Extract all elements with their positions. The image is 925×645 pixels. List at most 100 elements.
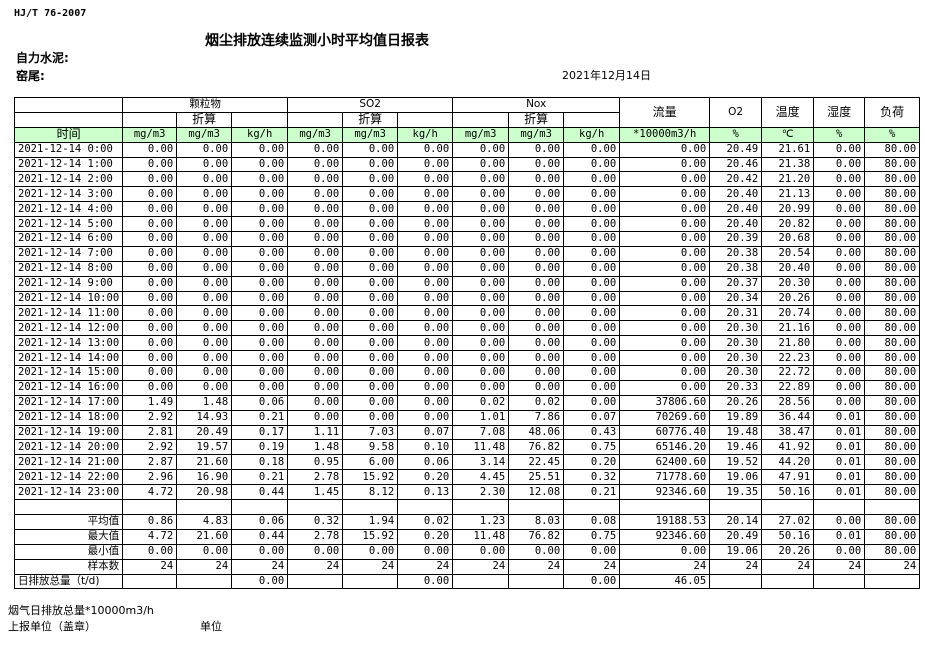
- value-cell: 0.00: [619, 141, 711, 158]
- blank-cell: [122, 111, 178, 128]
- value-cell: 0.00: [342, 409, 399, 426]
- humidity-header: 湿度: [813, 97, 866, 128]
- value-cell: 22.45: [508, 454, 565, 471]
- particulate-header: 颗粒物: [122, 97, 289, 113]
- value-cell: 0.00: [176, 320, 233, 337]
- row-label: 2021-12-14 8:00: [13, 260, 124, 277]
- value-cell: 0.00: [287, 379, 344, 396]
- value-cell: 0.00: [508, 171, 565, 188]
- value-cell: 80.00: [864, 528, 921, 545]
- value-cell: 0.00: [813, 320, 866, 337]
- table-row: 2021-12-14 22:00 2.96 16.90 0.21 2.78 15.92 0.…: [13, 469, 921, 486]
- value-cell: 0.00: [342, 379, 399, 396]
- value-cell: 0.00: [452, 320, 510, 337]
- value-cell: 0.01: [813, 528, 866, 545]
- value-cell: 0.00: [342, 350, 399, 367]
- row-label: 2021-12-14 13:00: [13, 335, 124, 352]
- value-cell: 0.75: [563, 439, 621, 456]
- value-cell: 0.00: [813, 394, 866, 411]
- unit-cell: mg/m3: [342, 126, 399, 143]
- value-cell: 2.92: [122, 439, 178, 456]
- value-cell: 80.00: [864, 186, 921, 203]
- table-row: 2021-12-14 2:00 0.00 0.00 0.00 0.00 0.00 0.00 0…: [13, 171, 921, 188]
- value-cell: 20.30: [709, 335, 763, 352]
- blank-cell: [176, 499, 233, 515]
- value-cell: 0.00: [452, 201, 510, 218]
- value-cell: 15.92: [342, 469, 399, 486]
- value-cell: 22.23: [761, 350, 815, 367]
- blank-cell: [397, 499, 454, 515]
- value-cell: 0.00: [122, 231, 178, 247]
- value-cell: 41.92: [761, 439, 815, 456]
- value-cell: 0.00: [508, 186, 565, 203]
- value-cell: 0.00: [287, 394, 344, 411]
- value-cell: 20.46: [709, 156, 763, 173]
- value-cell: 0.00: [231, 201, 289, 218]
- value-cell: 0.00: [563, 156, 621, 173]
- value-cell: 0.00: [397, 290, 454, 307]
- table-row: 2021-12-14 9:00 0.00 0.00 0.00 0.00 0.00 0.00 0…: [13, 275, 921, 292]
- stats-row: 最小值 0.00 0.00 0.00 0.00 0.00 0.00 0.00 0.00 0.00 0…: [13, 543, 921, 560]
- table-row: 2021-12-14 1:00 0.00 0.00 0.00 0.00 0.00 0.00 0…: [13, 156, 921, 173]
- value-cell: 20.33: [709, 379, 763, 396]
- value-cell: 0.00: [813, 350, 866, 367]
- value-cell: 62400.60: [619, 454, 711, 471]
- value-cell: [813, 573, 866, 590]
- value-cell: 0.00: [176, 245, 233, 262]
- value-cell: 0.00: [342, 156, 399, 173]
- value-cell: 0.32: [563, 469, 621, 486]
- value-cell: 0.00: [813, 231, 866, 247]
- value-cell: 80.00: [864, 394, 921, 411]
- blank-cell: [287, 111, 344, 128]
- value-cell: 20.26: [709, 394, 763, 411]
- so2-header: SO2: [287, 97, 454, 113]
- value-cell: 24: [619, 558, 711, 575]
- table-row: 2021-12-14 21:00 2.87 21.60 0.18 0.95 6.00 0.0…: [13, 454, 921, 471]
- row-label: 最大值: [13, 528, 124, 545]
- value-cell: 0.00: [452, 305, 510, 322]
- value-cell: 0.00: [397, 350, 454, 367]
- value-cell: 0.00: [397, 409, 454, 426]
- value-cell: 4.83: [176, 513, 233, 530]
- value-cell: 20.26: [761, 290, 815, 307]
- value-cell: 0.00: [619, 365, 711, 381]
- value-cell: 21.38: [761, 156, 815, 173]
- value-cell: 21.80: [761, 335, 815, 352]
- value-cell: 0.00: [122, 543, 178, 560]
- value-cell: 20.49: [709, 528, 763, 545]
- value-cell: 0.00: [563, 365, 621, 381]
- table-row: 2021-12-14 4:00 0.00 0.00 0.00 0.00 0.00 0.00 0…: [13, 201, 921, 218]
- row-label: 样本数: [13, 558, 124, 575]
- value-cell: 0.00: [287, 275, 344, 292]
- value-cell: 0.00: [231, 573, 289, 590]
- value-cell: 20.31: [709, 305, 763, 322]
- blank-cell: [287, 499, 344, 515]
- value-cell: 24: [761, 558, 815, 575]
- value-cell: 0.00: [452, 186, 510, 203]
- value-cell: 21.60: [176, 454, 233, 471]
- value-cell: 0.00: [122, 141, 178, 158]
- value-cell: 2.81: [122, 424, 178, 441]
- row-label: 2021-12-14 17:00: [13, 394, 124, 411]
- value-cell: 1.49: [122, 394, 178, 411]
- value-cell: 76.82: [508, 439, 565, 456]
- value-cell: 0.75: [563, 528, 621, 545]
- blank-cell: [508, 499, 565, 515]
- value-cell: 24: [122, 558, 178, 575]
- value-cell: 0.00: [176, 171, 233, 188]
- value-cell: 0.00: [342, 171, 399, 188]
- value-cell: 0.00: [619, 335, 711, 352]
- value-cell: 20.34: [709, 290, 763, 307]
- value-cell: 80.00: [864, 439, 921, 456]
- value-cell: 0.00: [452, 350, 510, 367]
- value-cell: 0.00: [231, 290, 289, 307]
- row-label: 2021-12-14 3:00: [13, 186, 124, 203]
- value-cell: 0.00: [619, 216, 711, 233]
- blank-cell: [619, 499, 711, 515]
- value-cell: 0.00: [397, 543, 454, 560]
- value-cell: 0.02: [397, 513, 454, 530]
- value-cell: 0.00: [397, 186, 454, 203]
- value-cell: 0.00: [508, 365, 565, 381]
- value-cell: 0.00: [619, 171, 711, 188]
- value-cell: 0.17: [231, 424, 289, 441]
